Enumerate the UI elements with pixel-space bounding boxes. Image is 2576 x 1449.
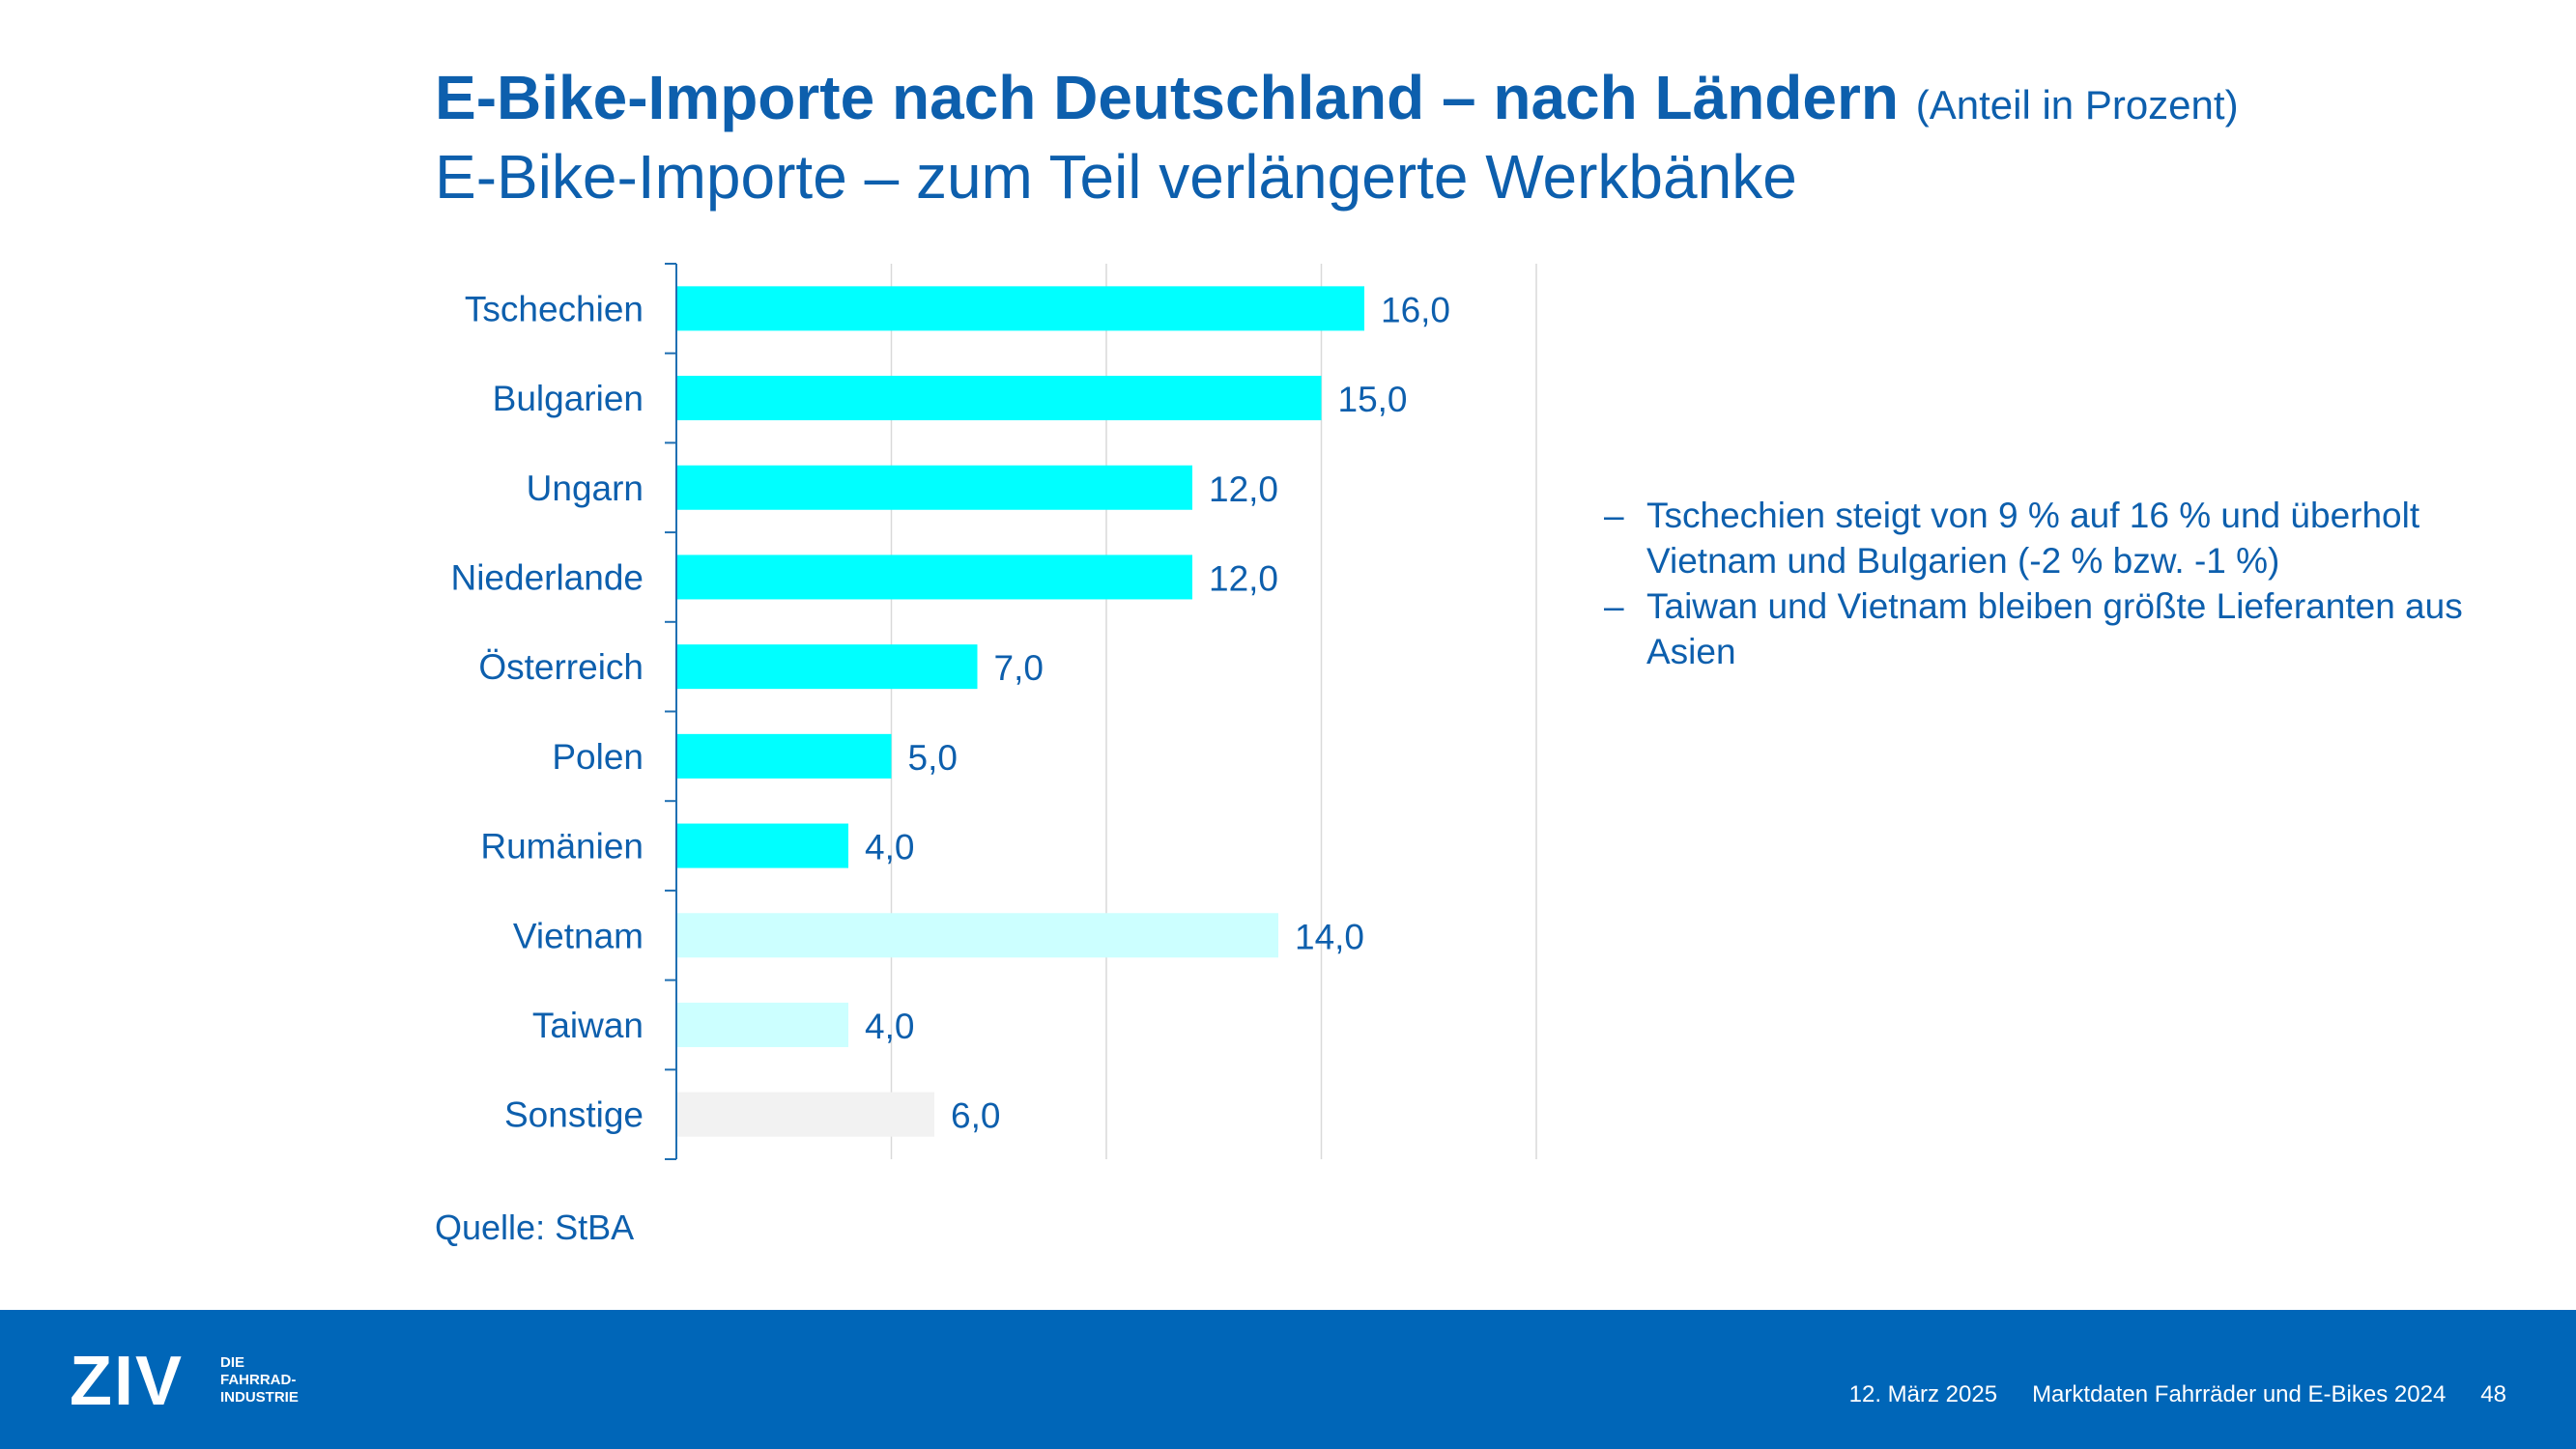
title-note: (Anteil in Prozent): [1915, 82, 2239, 128]
page-title: E-Bike-Importe nach Deutschland – nach L…: [435, 64, 2239, 131]
category-label: Polen: [552, 737, 644, 777]
page-subtitle: E-Bike-Importe – zum Teil verlängerte We…: [435, 142, 1797, 212]
category-label: Rumänien: [480, 827, 644, 867]
logo-tagline-line: DIE: [220, 1354, 245, 1371]
bullet-item: – Tschechien steigt von 9 % auf 16 % und …: [1604, 493, 2532, 583]
value-label: 4,0: [865, 1007, 914, 1046]
bullet-list: – Tschechien steigt von 9 % auf 16 % und …: [1604, 493, 2532, 674]
source-note: Quelle: StBA: [435, 1208, 635, 1247]
value-label: 12,0: [1209, 558, 1278, 598]
title-main: E-Bike-Importe nach Deutschland – nach L…: [435, 63, 1899, 132]
bar: [676, 1002, 848, 1047]
bars: [676, 286, 1364, 1137]
bullet-text: Taiwan und Vietnam bleiben größte Liefer…: [1646, 586, 2463, 671]
category-label: Vietnam: [513, 916, 644, 955]
bar: [676, 733, 892, 779]
labels: 16,0 Tschechien 15,0 Bulgarien 12,0 Ungarn 12,…: [450, 289, 1450, 1135]
category-label: Bulgarien: [493, 379, 644, 418]
bullet-item: – Taiwan und Vietnam bleiben größte Liefe…: [1604, 583, 2532, 674]
page-number: 48: [2480, 1381, 2506, 1407]
bullet-dash: –: [1604, 586, 1624, 626]
bullet-text: Tschechien steigt von 9 % auf 16 % und ü…: [1646, 496, 2420, 581]
value-label: 7,0: [994, 648, 1044, 688]
category-axis: [665, 263, 677, 1160]
footer-info: 12. März 2025 Marktdaten Fahrräder und E-…: [1815, 1381, 2506, 1408]
value-label: 16,0: [1381, 290, 1450, 329]
value-label: 6,0: [951, 1096, 1000, 1136]
bar: [676, 465, 1192, 510]
category-label: Taiwan: [532, 1006, 644, 1045]
bar: [676, 823, 848, 868]
category-label: Sonstige: [504, 1095, 644, 1135]
footer-doc-title: Marktdaten Fahrräder und E-Bikes 2024: [2032, 1381, 2447, 1407]
bar: [676, 376, 1322, 421]
bar: [676, 913, 1278, 958]
value-label: 5,0: [908, 738, 958, 778]
value-label: 15,0: [1338, 380, 1408, 419]
logo-tagline: DIE FAHRRAD- INDUSTRIE: [220, 1354, 356, 1406]
category-label: Österreich: [478, 647, 644, 687]
bar: [676, 644, 978, 690]
category-label: Tschechien: [465, 289, 644, 328]
bar: [676, 554, 1192, 600]
value-label: 12,0: [1209, 469, 1278, 509]
value-label: 4,0: [865, 828, 914, 867]
bar: [676, 286, 1364, 331]
bar: [676, 1092, 934, 1137]
value-label: 14,0: [1295, 917, 1364, 956]
footer-bar: ZIV DIE FAHRRAD- INDUSTRIE 12. März 2025…: [0, 1310, 2576, 1449]
footer-date: 12. März 2025: [1848, 1381, 1998, 1407]
bullet-dash: –: [1604, 496, 1624, 535]
logo-tagline-line: INDUSTRIE: [220, 1389, 299, 1406]
category-label: Niederlande: [450, 557, 644, 597]
logo-wordmark: ZIV: [70, 1343, 185, 1420]
logo-tagline-line: FAHRRAD-: [220, 1372, 297, 1388]
category-label: Ungarn: [527, 469, 644, 508]
